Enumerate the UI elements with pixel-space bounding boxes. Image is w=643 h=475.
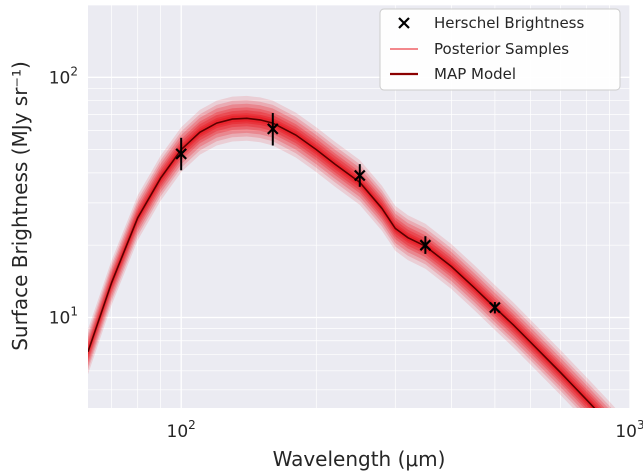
x-marker [419, 239, 432, 251]
herschel-data-point [175, 137, 187, 171]
herschel-data-point [354, 164, 366, 187]
legend-label-map-model: MAP Model [434, 65, 516, 83]
y-tick-label: 102 [49, 64, 78, 88]
x-marker [489, 301, 501, 314]
posterior-samples-band [88, 95, 616, 408]
posterior-band-layer [88, 113, 600, 408]
herschel-data-point [267, 113, 279, 146]
herschel-data-point [489, 301, 501, 314]
x-marker [175, 148, 187, 160]
x-marker [354, 169, 366, 182]
x-axis-label: Wavelength (μm) [273, 447, 446, 471]
x-tick-label: 103 [615, 418, 643, 442]
posterior-band-layer [88, 107, 605, 408]
legend: Herschel Brightness Posterior Samples MA… [379, 8, 621, 91]
map-model-line [88, 117, 596, 408]
legend-label-posterior-samples: Posterior Samples [434, 40, 569, 58]
posterior-band-layer [88, 103, 609, 408]
legend-box [379, 8, 621, 91]
tick-labels: 102 103 101 102 [49, 64, 643, 442]
x-tick-label: 102 [167, 418, 196, 442]
legend-marker-herschel [398, 17, 410, 29]
legend-label-herschel: Herschel Brightness [434, 14, 584, 32]
herschel-brightness-points [175, 113, 501, 314]
x-marker [267, 123, 279, 135]
y-tick-label: 101 [49, 305, 78, 329]
posterior-band-layer [88, 100, 612, 408]
herschel-data-point [419, 236, 432, 254]
posterior-band-layer [88, 110, 602, 408]
posterior-band-layer [88, 95, 616, 408]
y-axis-label: Surface Brightness (MJy sr⁻¹) [8, 61, 32, 351]
